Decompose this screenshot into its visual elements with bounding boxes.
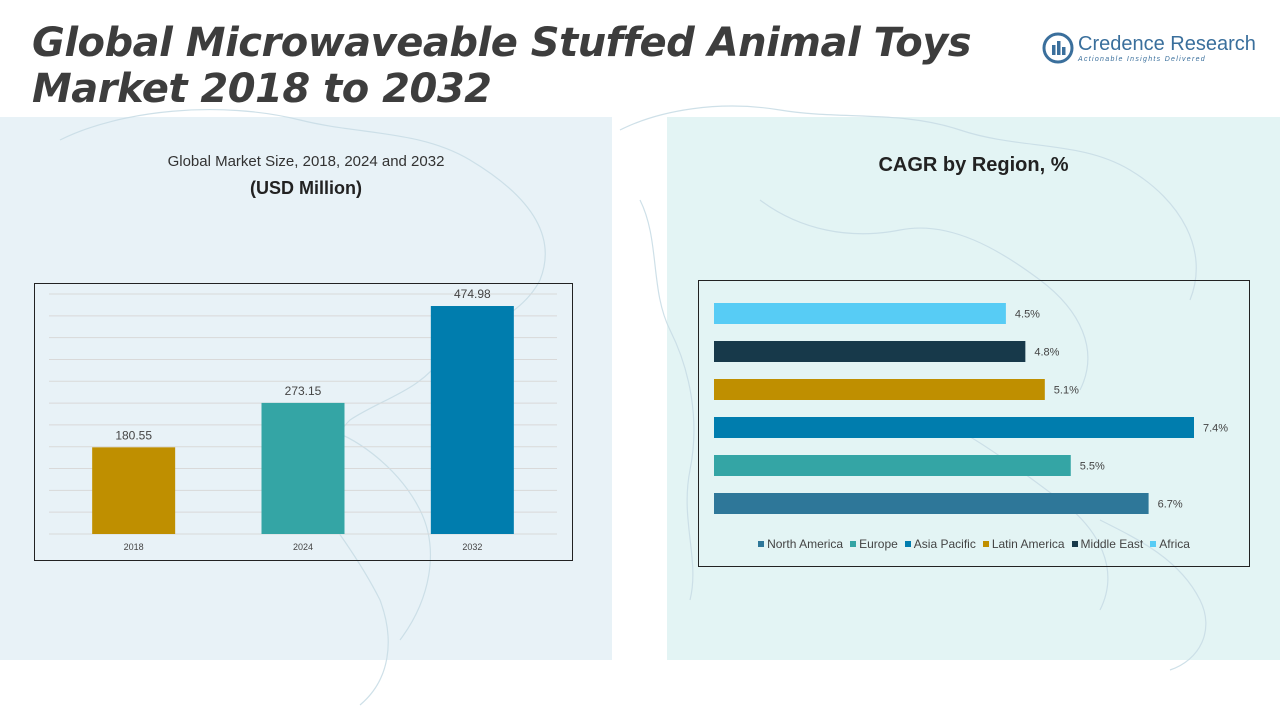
bar-north-america bbox=[714, 493, 1149, 514]
credence-research-logo: Credence Research Actionable Insights De… bbox=[1042, 32, 1256, 68]
bar-value-label: 6.7% bbox=[1158, 499, 1183, 511]
bar-europe bbox=[714, 455, 1071, 476]
legend-item-north-america: North America bbox=[758, 537, 843, 551]
legend-item-latin-america: Latin America bbox=[982, 537, 1065, 551]
bar-value-label: 5.1% bbox=[1054, 385, 1079, 397]
x-tick-label: 2024 bbox=[293, 542, 313, 552]
bar-value-label: 273.15 bbox=[285, 384, 322, 398]
bar-value-label: 4.8% bbox=[1034, 347, 1059, 359]
logo-icon bbox=[1042, 32, 1074, 64]
cagr-chart-title: CAGR by Region, % bbox=[878, 154, 1069, 176]
bar-value-label: 474.98 bbox=[454, 287, 491, 301]
bar-2032 bbox=[430, 306, 514, 534]
bar-2024 bbox=[261, 402, 345, 534]
bar-middle-east bbox=[714, 341, 1026, 362]
cagr-chart-legend: North America Europe Asia Pacific Latin Ame… bbox=[698, 537, 1250, 551]
bar-value-label: 5.5% bbox=[1080, 461, 1105, 473]
cagr-chart-frame: 4.5% 4.8% 5.1% 7.4% 5.5% 6.7% bbox=[698, 280, 1250, 567]
legend-swatch bbox=[850, 541, 857, 547]
bar-2018 bbox=[92, 447, 176, 534]
page-title-line1: Global Microwaveable Stuffed Animal Toys bbox=[32, 20, 972, 66]
bar-asia-pacific bbox=[714, 417, 1194, 438]
legend-label: Africa bbox=[1159, 537, 1190, 551]
legend-item-africa: Africa bbox=[1150, 537, 1190, 551]
legend-item-asia-pacific: Asia Pacific bbox=[904, 537, 976, 551]
page-title: Global Microwaveable Stuffed Animal Toys… bbox=[32, 20, 972, 112]
legend-label: North America bbox=[767, 537, 844, 551]
legend-swatch bbox=[904, 541, 911, 547]
legend-swatch bbox=[1071, 541, 1078, 547]
logo-name: Credence Research bbox=[1078, 33, 1256, 55]
legend-swatch bbox=[982, 541, 989, 547]
bar-latin-america bbox=[714, 379, 1045, 400]
legend-label: Latin America bbox=[991, 537, 1065, 551]
cagr-horizontal-bar-chart: 4.5% 4.8% 5.1% 7.4% 5.5% 6.7% bbox=[714, 303, 1228, 514]
legend-swatch bbox=[1150, 541, 1157, 547]
legend-label: Asia Pacific bbox=[913, 537, 976, 551]
bar-value-label: 7.4% bbox=[1203, 423, 1228, 435]
bar-africa bbox=[714, 303, 1006, 324]
x-tick-label: 2018 bbox=[124, 542, 144, 552]
legend-item-europe: Europe bbox=[850, 537, 898, 551]
logo-tagline: Actionable Insights Delivered bbox=[1078, 56, 1206, 63]
bar-value-label: 180.55 bbox=[115, 428, 152, 442]
x-tick-label: 2032 bbox=[462, 542, 482, 552]
legend-label: Europe bbox=[859, 537, 898, 551]
page-title-line2: Market 2018 to 2032 bbox=[32, 66, 492, 112]
market-size-chart-subtitle: (USD Million) bbox=[250, 178, 362, 198]
market-size-chart-title: Global Market Size, 2018, 2024 and 2032 bbox=[167, 153, 445, 170]
legend-swatch bbox=[758, 541, 765, 547]
legend-item-middle-east: Middle East bbox=[1071, 537, 1144, 551]
legend-label: Middle East bbox=[1080, 537, 1144, 551]
market-size-bar-chart: 180.55 2018 273.15 2024 474.98 2032 bbox=[49, 287, 557, 552]
bar-value-label: 4.5% bbox=[1015, 309, 1040, 321]
market-size-chart-frame: 180.55 2018 273.15 2024 474.98 2032 bbox=[34, 283, 573, 561]
